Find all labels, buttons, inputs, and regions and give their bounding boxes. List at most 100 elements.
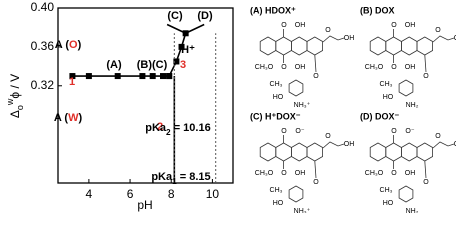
annotation: (C) (167, 10, 183, 22)
bond (322, 35, 345, 43)
text-part: 1 (172, 177, 177, 186)
data-point (114, 73, 121, 80)
ring (385, 142, 402, 162)
annotation: 1 (69, 76, 75, 88)
bond (424, 54, 427, 73)
atom-label: CH₃O (365, 64, 384, 71)
atom-label: CH₃ (380, 187, 393, 194)
sugar-ring (288, 79, 304, 97)
sugar-ring (398, 79, 414, 97)
bond (314, 160, 317, 179)
data-point (173, 58, 180, 65)
atom-label: OH (454, 35, 456, 42)
atom-label: O (325, 27, 331, 34)
x-tick-label: 6 (127, 187, 134, 201)
atom-label: O (435, 133, 441, 140)
atom-label: NH₂ (406, 102, 419, 109)
atom-label: HO (273, 94, 284, 101)
atom-label: O (391, 170, 397, 177)
bond (424, 160, 427, 179)
data-line (168, 33, 187, 77)
atom-label: CH₃O (255, 170, 274, 177)
atom-label: O⁻ (295, 128, 304, 135)
data-point (160, 73, 166, 80)
atom-label: CH₃ (270, 81, 283, 88)
atom-label: OH (454, 141, 456, 148)
text-part: (B)(C) (137, 59, 168, 71)
molecule-title: (B) DOX (360, 5, 395, 15)
ring (290, 142, 308, 162)
ring (385, 36, 402, 56)
ring (416, 142, 434, 162)
atom-label: OH (295, 64, 306, 71)
annotation: (D) (197, 10, 213, 22)
atom-label: O (281, 128, 287, 135)
annotation: H⁺ (181, 44, 195, 56)
data-point (178, 43, 185, 50)
ring (275, 36, 292, 56)
ring (369, 142, 387, 162)
annotation: 2 (157, 121, 163, 133)
atom-label: O (313, 73, 319, 80)
text-part: (A) (106, 59, 122, 71)
text-part: (C) (167, 10, 183, 22)
atom-label: OH (344, 35, 355, 42)
data-point (139, 73, 146, 80)
molecule-title: (C) H⁺DOX⁻ (250, 111, 301, 121)
annotation: pKa1 = 8.15 (151, 171, 210, 186)
text-part: ϕ / V (8, 74, 22, 99)
x-tick-label: 4 (86, 187, 93, 201)
data-point (85, 73, 92, 80)
atom-label: O (281, 170, 287, 177)
ring (259, 36, 277, 56)
atom-label: OH (405, 170, 416, 177)
atom-label: CH₃O (365, 170, 384, 177)
text-part: H⁺ (181, 44, 195, 56)
x-axis-label: pH (137, 198, 152, 212)
y-tick-label: 0.40 (31, 0, 55, 14)
atom-label: O (423, 179, 429, 186)
text-part: ) (78, 39, 82, 51)
y-axis-label: Δowϕ / V (5, 74, 25, 118)
atom-label: CH₃ (270, 187, 283, 194)
data-point (69, 73, 76, 80)
text-part: (D) (197, 10, 213, 22)
atom-label: O (313, 179, 319, 186)
bond (432, 35, 455, 43)
text-part: Δ (8, 110, 22, 118)
atom-label: OH (295, 170, 306, 177)
atom-label: O (391, 64, 397, 71)
annotation: 3 (180, 59, 186, 71)
bond (322, 141, 345, 149)
data-point (149, 73, 156, 80)
sugar-ring (288, 185, 304, 203)
text-part: W (68, 112, 79, 124)
atom-label: CH₃O (255, 64, 274, 71)
atom-label: O (281, 22, 287, 29)
annotation: A (O) (55, 39, 82, 51)
molecule-title: (A) HDOX⁺ (250, 5, 296, 15)
data-point (166, 73, 173, 80)
ring (400, 142, 418, 162)
text-part: 2 (157, 121, 163, 133)
ring (275, 142, 292, 162)
x-tick-label: 8 (168, 187, 175, 201)
annotation: pKa2 = 10.16 (145, 122, 210, 137)
ring (290, 36, 308, 56)
atom-label: OH (295, 22, 306, 29)
ring (306, 36, 324, 56)
atom-label: NH₃⁺ (294, 208, 311, 213)
ring (259, 142, 277, 162)
ring (306, 142, 324, 162)
atom-label: NH₃⁺ (294, 102, 311, 109)
atom-label: O (391, 22, 397, 29)
atom-label: O (435, 27, 441, 34)
atom-label: HO (383, 94, 394, 101)
annotation: A (W) (54, 112, 83, 124)
sugar-ring (398, 185, 414, 203)
y-tick-label: 0.32 (31, 78, 55, 92)
text-part: w (5, 98, 15, 106)
plot-frame (57, 7, 234, 184)
bond (314, 54, 317, 73)
